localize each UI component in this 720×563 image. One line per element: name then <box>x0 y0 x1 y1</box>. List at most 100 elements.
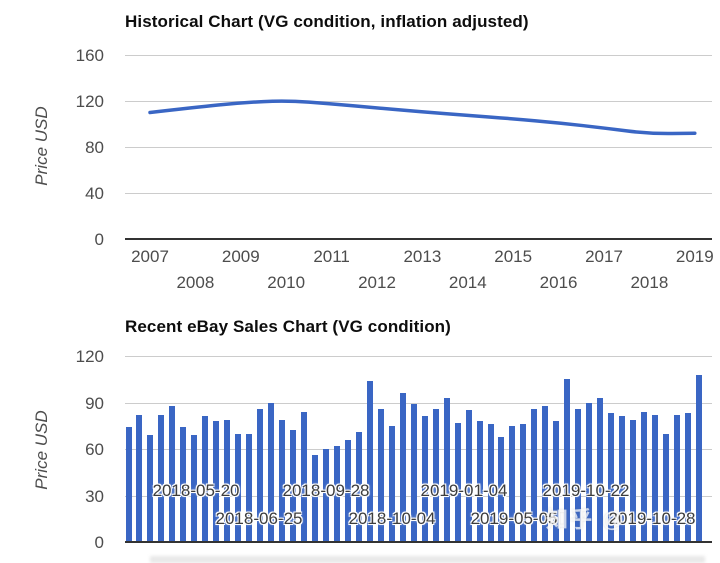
x-tick-label: 2019 <box>675 247 714 266</box>
x-tick-label: 2012 <box>358 273 396 292</box>
sale-bar <box>641 411 648 542</box>
gridline <box>125 402 712 404</box>
y-tick-label: 60 <box>85 440 104 459</box>
sale-bar <box>465 410 472 542</box>
sale-bar <box>355 431 362 542</box>
y-tick-label: 160 <box>75 46 104 65</box>
sale-bar <box>619 416 626 542</box>
sale-bar <box>169 405 176 542</box>
sale-bar <box>257 408 264 542</box>
sale-bar <box>564 379 571 542</box>
sale-bar <box>652 414 659 542</box>
sale-bar <box>158 414 165 542</box>
sale-bar <box>311 455 318 542</box>
sale-bar <box>542 405 549 542</box>
sale-bar <box>531 408 538 542</box>
sale-bar <box>684 413 691 542</box>
date-overlay-label: 2018-09-28 <box>282 481 370 500</box>
zhihu-watermark: 知乎 @ <box>546 507 626 532</box>
sale-bar <box>344 439 351 542</box>
y-tick-label: 40 <box>85 184 104 203</box>
gridline <box>125 101 712 102</box>
sale-bar <box>388 425 395 542</box>
clipped-labels-artifact <box>150 556 705 563</box>
sale-bar <box>454 422 461 542</box>
sale-bar <box>147 435 154 542</box>
y-tick-label: 30 <box>85 486 104 506</box>
price-line <box>148 99 697 136</box>
sale-bar <box>322 449 329 542</box>
sale-bar <box>498 436 505 542</box>
date-overlay-label: 2018-06-25 <box>215 509 303 528</box>
gridline <box>125 356 712 357</box>
sale-bar <box>290 430 297 542</box>
gridline <box>125 55 712 56</box>
sale-bar <box>268 402 275 542</box>
date-overlay-label: 2018-05-20 <box>152 481 240 500</box>
date-overlay-label: 2019-10-28 <box>608 509 696 528</box>
sale-bar <box>608 413 615 542</box>
sale-bar <box>246 433 253 542</box>
sale-bar <box>586 402 593 542</box>
sale-bar <box>191 435 198 542</box>
x-tick-label: 2008 <box>176 273 215 292</box>
sale-bar <box>432 408 439 542</box>
x-tick-label: 2014 <box>448 273 487 292</box>
x-tick-label: 2015 <box>494 247 533 266</box>
sale-bar <box>235 433 242 542</box>
sale-bar <box>487 424 494 542</box>
x-tick-label: 2009 <box>221 247 260 266</box>
x-tick-label: 2018 <box>630 273 669 292</box>
x-tick-label: 2010 <box>267 273 306 292</box>
sale-bar <box>695 374 702 542</box>
gridline <box>125 449 712 450</box>
price-line-plot <box>148 99 697 136</box>
date-overlay-label: 2019-10-22 <box>542 481 630 500</box>
gridline <box>125 193 712 194</box>
sale-bar <box>125 427 132 542</box>
sale-bar <box>136 414 143 542</box>
sale-bar <box>279 419 286 542</box>
sale-bar <box>377 408 384 542</box>
sale-bar <box>443 397 450 542</box>
sale-bar <box>663 433 670 542</box>
sale-bar <box>674 414 680 542</box>
y-tick-label: 80 <box>85 138 104 157</box>
sale-bar <box>202 416 209 542</box>
y-tick-label: 90 <box>85 393 104 413</box>
sale-bar <box>301 411 308 542</box>
date-overlay-label: 2019-05-05 <box>470 509 558 528</box>
gridline <box>125 147 712 148</box>
gridline <box>125 495 712 497</box>
y-tick-label: 0 <box>94 230 104 249</box>
sale-bar <box>224 419 231 542</box>
sale-bar <box>575 408 582 542</box>
sale-bar <box>180 427 187 542</box>
sale-bar <box>597 397 604 542</box>
ebay-chart-title: Recent eBay Sales Chart (VG condition) <box>125 317 451 336</box>
historical-chart-title: Historical Chart (VG condition, inflatio… <box>125 12 529 31</box>
sale-bar <box>520 424 527 542</box>
sale-bar <box>410 404 417 542</box>
sale-bar <box>366 380 373 542</box>
y-tick-label: 120 <box>75 347 104 366</box>
y-tick-label: 120 <box>75 92 104 111</box>
sale-bar <box>399 393 406 542</box>
sale-bar <box>421 416 428 542</box>
date-overlay-label: 2019-01-04 <box>420 481 508 500</box>
sale-bar <box>333 445 340 542</box>
sale-bar <box>213 421 220 542</box>
sale-bar <box>630 419 637 542</box>
x-axis-line <box>125 541 712 543</box>
x-tick-label: 2013 <box>403 247 442 266</box>
x-tick-label: 2017 <box>585 247 623 266</box>
sale-bar <box>476 421 483 542</box>
sale-bar <box>509 425 516 542</box>
sale-bar <box>553 421 560 542</box>
x-tick-label: 2007 <box>131 247 169 266</box>
y-tick-label: 0 <box>94 533 104 552</box>
x-tick-label: 2016 <box>539 273 578 292</box>
